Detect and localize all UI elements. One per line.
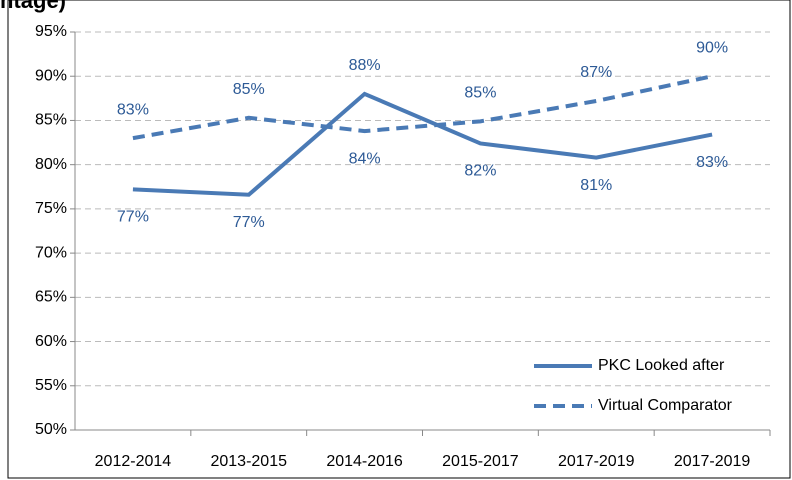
x-tick-label: 2017-2019 bbox=[674, 453, 751, 470]
x-tick-label: 2014-2016 bbox=[326, 453, 403, 470]
value-label: 87% bbox=[580, 64, 612, 81]
value-label: 83% bbox=[696, 154, 728, 171]
value-label: 81% bbox=[580, 177, 612, 194]
value-label: 88% bbox=[349, 57, 381, 74]
value-label: 82% bbox=[464, 163, 496, 180]
y-tick-label: 55% bbox=[35, 377, 67, 394]
y-tick-label: 90% bbox=[35, 67, 67, 84]
y-tick-label: 65% bbox=[35, 289, 67, 306]
y-tick-label: 95% bbox=[35, 23, 67, 40]
x-tick-label: 2012-2014 bbox=[95, 453, 172, 470]
value-label: 83% bbox=[117, 101, 149, 118]
x-tick-label: 2013-2015 bbox=[210, 453, 287, 470]
legend-label: PKC Looked after bbox=[598, 357, 725, 374]
y-tick-label: 75% bbox=[35, 200, 67, 217]
value-label: 85% bbox=[233, 81, 265, 98]
x-tick-label: 2015-2017 bbox=[442, 453, 519, 470]
value-label: 77% bbox=[233, 214, 265, 231]
series-line bbox=[132, 91, 713, 197]
y-tick-label: 50% bbox=[35, 421, 67, 438]
value-label: 90% bbox=[696, 39, 728, 56]
chart-border bbox=[7, 0, 791, 479]
legend-label: Virtual Comparator bbox=[598, 397, 733, 414]
y-tick-label: 70% bbox=[35, 244, 67, 261]
value-label: 77% bbox=[117, 209, 149, 226]
y-tick-label: 60% bbox=[35, 333, 67, 350]
chart-title: ntage) bbox=[0, 0, 66, 13]
value-label: 84% bbox=[349, 150, 381, 167]
y-tick-label: 85% bbox=[35, 112, 67, 129]
y-tick-label: 80% bbox=[35, 156, 67, 173]
x-tick-label: 2017-2019 bbox=[558, 453, 635, 470]
series-line bbox=[132, 74, 713, 141]
value-label: 85% bbox=[464, 85, 496, 102]
